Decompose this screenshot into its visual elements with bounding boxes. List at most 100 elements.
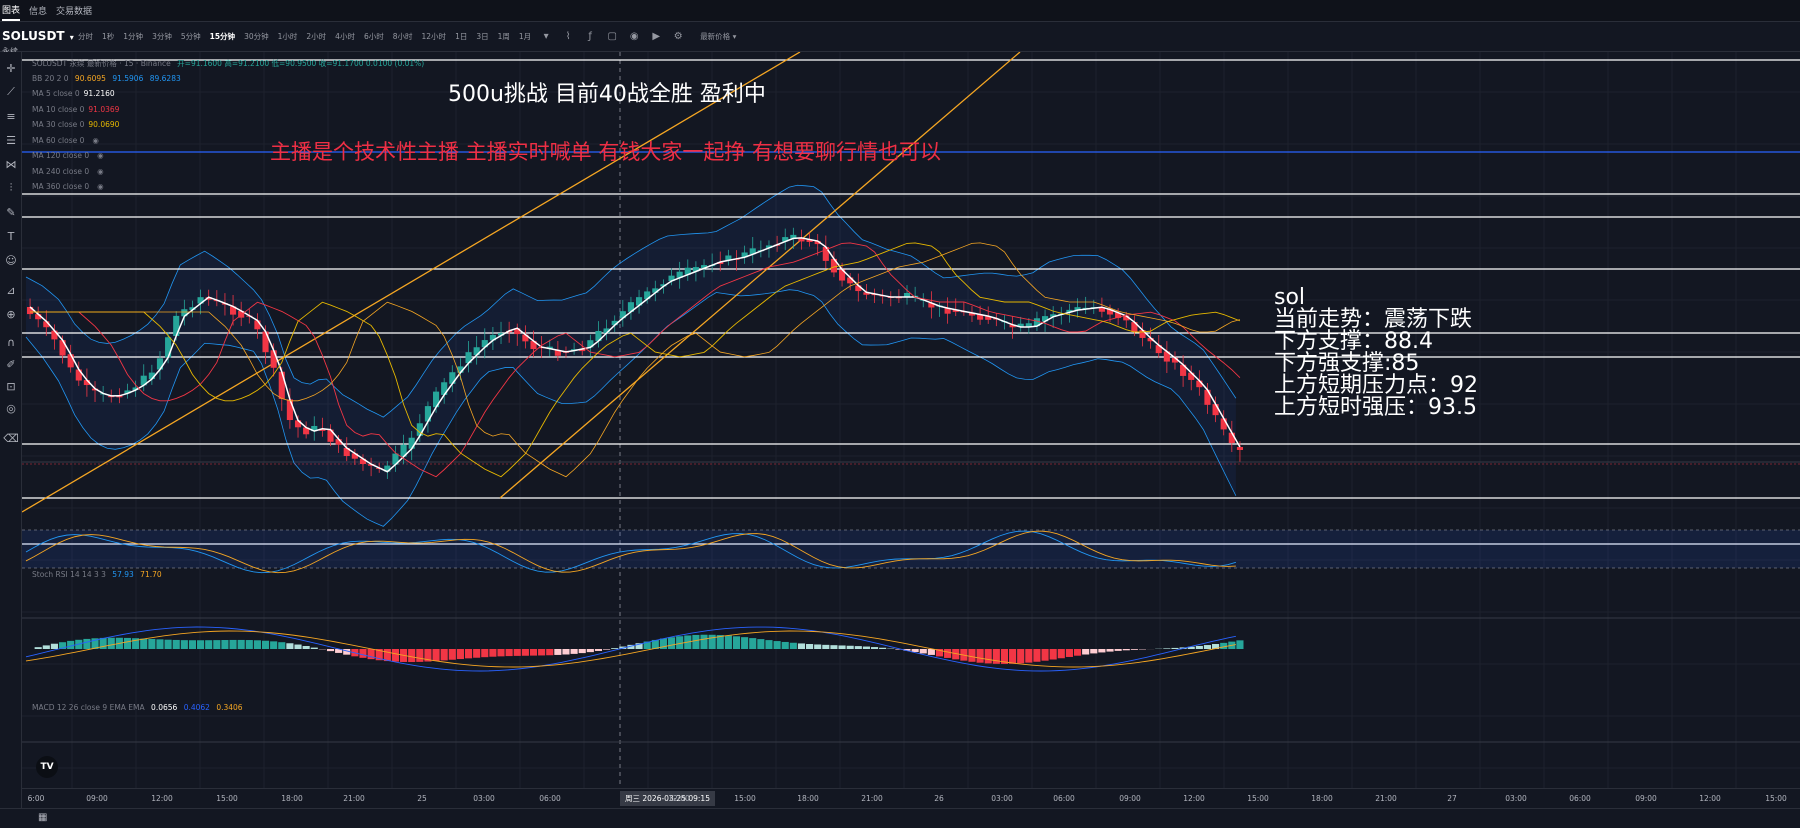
magnet-icon[interactable]: ∩ [6, 335, 16, 349]
zoom-icon[interactable]: ⊕ [6, 307, 16, 321]
challenge-title: 500u挑战 目前40战全胜 盈利中 [448, 82, 766, 107]
candle-body [254, 320, 261, 330]
timeframe-option[interactable]: 12小时 [421, 32, 447, 41]
tab-info[interactable]: 信息 [29, 7, 48, 17]
lock-icon[interactable]: ⊡ [6, 379, 16, 393]
macd-histogram-bar [497, 649, 505, 657]
macd-histogram-bar [927, 649, 935, 655]
candle-body [497, 333, 505, 336]
timeframe-option[interactable]: 5分钟 [180, 32, 201, 41]
ma-line [30, 242, 1241, 478]
timeframe-option[interactable]: 3分钟 [152, 32, 172, 41]
timeframe-option[interactable]: 30分钟 [244, 32, 269, 41]
candle-body [1220, 418, 1227, 430]
time-label: 27 [1447, 794, 1457, 803]
macd-histogram-bar [253, 640, 261, 649]
timeframe-option[interactable]: 分时 [78, 32, 93, 41]
ma-legend: MA 30 close 0 90.0690 [32, 120, 120, 129]
timeframe-option[interactable]: 1分钟 [123, 32, 144, 41]
macd-histogram-bar [1106, 649, 1114, 652]
bottom-bar: ▦ [0, 808, 1800, 828]
macd-histogram-bar [464, 649, 473, 659]
indicators-icon[interactable]: ƒ [588, 31, 592, 42]
eye-icon[interactable]: ◉ [97, 151, 104, 160]
layout-icon[interactable]: ▢ [607, 31, 617, 42]
chevron-down-icon[interactable]: ▾ [543, 31, 549, 42]
timeframe-option[interactable]: 4小时 [335, 32, 355, 41]
calendar-icon[interactable]: ▦ [38, 812, 48, 823]
timeframe-option[interactable]: 2小时 [306, 32, 327, 41]
settings-icon[interactable]: ⚙ [673, 31, 683, 42]
candle-body [636, 297, 643, 306]
price-source-dropdown[interactable]: 最新价格 ▾ [700, 32, 737, 41]
candle-body [741, 252, 748, 258]
timeframe-option[interactable]: 1月 [518, 32, 532, 41]
fib-icon[interactable]: ⫶ [9, 181, 13, 194]
timeframe-option[interactable]: 1小时 [277, 32, 298, 41]
timeframe-option[interactable]: 1周 [497, 32, 510, 41]
macd-histogram-bar [870, 647, 879, 649]
time-label: 12:00 [1183, 794, 1205, 803]
candle-body [611, 320, 618, 326]
macd-histogram-bar [1122, 649, 1130, 651]
timeframe-option[interactable]: 8小时 [392, 32, 413, 41]
macd-histogram-bar [984, 649, 992, 664]
chart-type-icon[interactable]: ⌇ [565, 31, 571, 42]
ma-line [29, 237, 1241, 473]
timeframe-option[interactable]: 3日 [476, 32, 489, 41]
macd-histogram-bar [1090, 649, 1098, 654]
candle-body [286, 399, 293, 421]
tab-chart[interactable]: 图表 [2, 0, 21, 21]
trendline-icon[interactable]: ⟋ [7, 85, 15, 98]
macd-histogram-bar [261, 640, 270, 649]
timeframe-option[interactable]: 1日 [455, 32, 468, 41]
channel-icon[interactable]: ☰ [6, 133, 16, 147]
macd-histogram-bar [1000, 649, 1009, 664]
timeframe-option[interactable]: 6小时 [363, 32, 384, 41]
time-label: 12:00 [668, 794, 690, 803]
candle-body [27, 307, 34, 315]
ruler-icon[interactable]: ⊿ [6, 283, 16, 297]
timeframe-option[interactable]: 15分钟 [209, 32, 236, 41]
bb-legend: BB 20 2 0 90.6095 91.5906 89.6283 [32, 74, 181, 83]
macd-histogram-bar [1130, 649, 1138, 650]
candle-body [530, 340, 537, 350]
tradingview-logo[interactable]: TV [36, 756, 58, 778]
ma-legend: MA 10 close 0 91.0369 [32, 104, 120, 114]
candle-body [465, 352, 472, 364]
candle-body [1098, 307, 1105, 312]
candle-body [725, 255, 732, 261]
screenshot-icon[interactable]: ◉ [629, 31, 639, 42]
macd-histogram-bar [343, 649, 351, 655]
emoji-icon[interactable]: ☺ [5, 253, 17, 267]
lock-drawings-icon[interactable]: ✐ [6, 357, 16, 371]
time-label: 26 [934, 794, 944, 803]
eye-icon[interactable]: ◉ [97, 182, 104, 191]
macd-histogram-bar [221, 640, 229, 649]
brush-icon[interactable]: ✎ [6, 205, 16, 219]
macd-histogram-bar [1171, 647, 1179, 649]
trash-icon[interactable]: ⌫ [3, 431, 19, 445]
symbol-selector[interactable]: SOLUSDT ▾ 永续 [0, 22, 78, 56]
candle-body [1050, 314, 1057, 317]
candle-body [173, 315, 180, 337]
time-axis[interactable]: 周三 2026-03-25 09:15 6:00 09:00 12:00 15:00 1… [22, 788, 1800, 808]
eye-icon[interactable]: ◉ [92, 135, 99, 145]
price-chart[interactable] [22, 52, 1800, 788]
eye-icon[interactable]: ◎ [6, 401, 16, 415]
tab-trading-data[interactable]: 交易数据 [56, 7, 93, 17]
symbol-name[interactable]: SOLUSDT [2, 28, 65, 43]
candle-body [790, 234, 797, 239]
candle-body [359, 458, 367, 465]
candle-body [384, 465, 391, 472]
candle-body [59, 340, 66, 356]
eye-icon[interactable]: ◉ [97, 166, 104, 176]
macd-histogram-bar [757, 639, 765, 649]
macd-histogram-bar [708, 634, 716, 649]
crosshair-icon[interactable]: ✛ [6, 61, 16, 75]
horizontal-line-icon[interactable]: ≡ [6, 109, 16, 123]
pattern-icon[interactable]: ⋈ [5, 157, 17, 171]
replay-icon[interactable]: ▶ [652, 31, 661, 42]
timeframe-option[interactable]: 1秒 [102, 32, 115, 41]
text-icon[interactable]: T [7, 229, 15, 243]
